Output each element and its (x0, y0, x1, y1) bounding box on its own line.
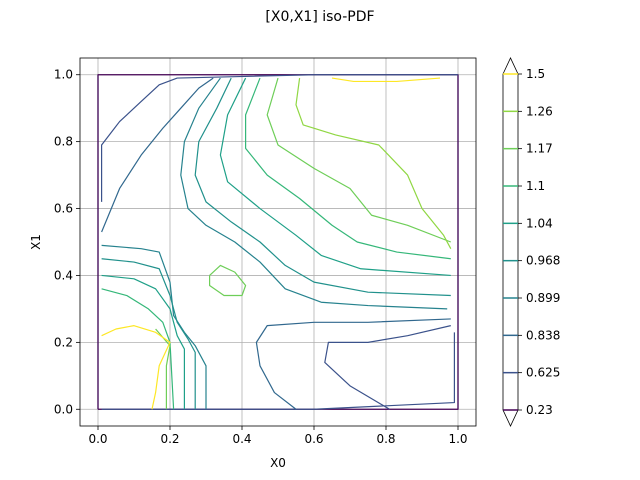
y-tick-label: 0.2 (54, 335, 73, 349)
colorbar-tick-label: 0.968 (526, 254, 560, 268)
contour-line-1_17 (209, 264, 247, 297)
colorbar: 0.23 0.625 0.838 0.899 0.968 1.04 1.1 1.17 1.26 1… (502, 57, 560, 427)
y-tick-label: 0.0 (54, 402, 73, 416)
x-tick-label: 0.4 (232, 432, 251, 446)
colorbar-outline (502, 57, 519, 427)
contour-line-1_5 (331, 77, 441, 83)
colorbar-tick-label: 1.5 (526, 67, 545, 81)
colorbar-tick-label: 1.04 (526, 216, 553, 230)
contour-lines (97, 74, 459, 410)
contour-line-0_23 (97, 74, 459, 410)
colorbar-tick-label: 0.899 (526, 291, 560, 305)
colorbar-tick-label: 0.23 (526, 403, 553, 417)
contour-line-0_838 (255, 318, 451, 410)
x-tick-label: 1.0 (448, 432, 467, 446)
chart-title: [X0,X1] iso-PDF (265, 9, 374, 25)
contour-line-0_968 (194, 77, 451, 297)
x-tick-label: 0.0 (88, 432, 107, 446)
colorbar-tick-label: 0.838 (526, 328, 560, 342)
colorbar-tick-label: 1.17 (526, 142, 553, 156)
contour-line-0_625 (324, 325, 451, 410)
contour-line-0_899 (180, 77, 448, 310)
contour-line-0_625 (100, 74, 458, 202)
colorbar-tick-label: 1.1 (526, 179, 545, 193)
contour-line-1_04 (219, 77, 451, 277)
contour-line-0_968 (101, 258, 196, 410)
contour-line-0_899 (101, 244, 207, 410)
colorbar-tick-label: 1.26 (526, 104, 553, 118)
x-axis-label: X0 (270, 456, 286, 470)
contour-line-1_1 (245, 77, 451, 260)
axes-frame (79, 57, 477, 427)
contour-line-0_838 (101, 77, 214, 233)
contour-line-1_17 (266, 77, 452, 243)
contour-line-1_04 (101, 274, 185, 410)
y-tick-label: 1.0 (54, 68, 73, 82)
x-tick-label: 0.8 (376, 432, 395, 446)
contour-line-1_5 (101, 325, 171, 410)
y-tick-label: 0.4 (54, 268, 73, 282)
colorbar-tick-label: 0.625 (526, 366, 560, 380)
contour-line-1_26 (295, 77, 452, 249)
y-axis-label: X1 (29, 234, 43, 250)
x-tick-label: 0.2 (160, 432, 179, 446)
contour-line-1_1 (101, 288, 175, 410)
plot-area: 0.0 0.2 0.4 0.6 0.8 1.0 0.0 0.2 0.4 0.6 0.8 1.0 (54, 57, 477, 446)
x-tick-label: 0.6 (304, 432, 323, 446)
y-tick-label: 0.8 (54, 135, 73, 149)
y-tick-label: 0.6 (54, 202, 73, 216)
